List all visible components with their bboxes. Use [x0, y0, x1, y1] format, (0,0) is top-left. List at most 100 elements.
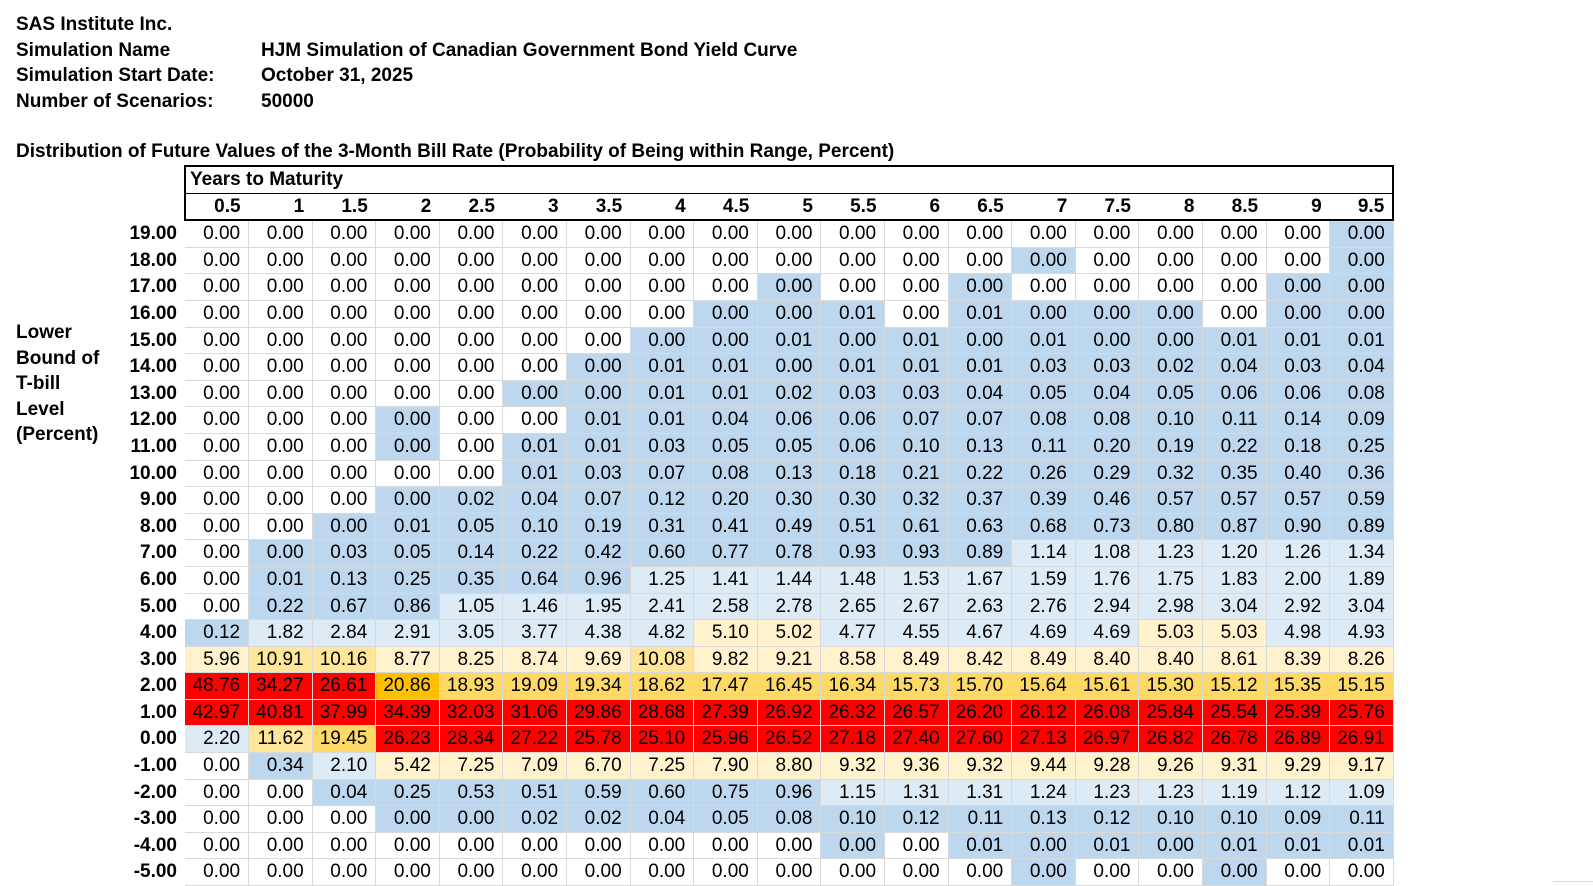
table-cell: 26.91 [1329, 725, 1394, 754]
table-cell: 0.00 [312, 406, 377, 434]
table-cell: 0.00 [248, 273, 313, 301]
table-cell: 1.41 [693, 566, 758, 594]
table-cell: 0.00 [185, 805, 250, 833]
table-cell: 0.01 [1011, 327, 1076, 355]
table-cell: 0.07 [566, 486, 631, 514]
start-date-value: October 31, 2025 [261, 65, 414, 86]
table-cell: 0.01 [884, 353, 949, 381]
table-cell: 0.00 [248, 406, 313, 434]
table-cell: 0.01 [884, 327, 949, 355]
table-cell: 32.03 [439, 699, 504, 727]
table-cell: 0.00 [248, 433, 313, 461]
scenarios-row: Number of Scenarios: 50000 [16, 89, 797, 115]
table-cell: 0.00 [312, 327, 377, 355]
table-cell: 28.34 [439, 725, 504, 754]
table-cell: 0.00 [630, 220, 695, 248]
table-cell: 0.04 [1202, 353, 1267, 381]
table-cell: 1.48 [820, 566, 886, 594]
table-cell: 0.00 [185, 486, 250, 514]
table-cell: 0.49 [757, 513, 822, 541]
table-cell: 0.31 [630, 513, 695, 541]
simulation-name-row: Simulation Name HJM Simulation of Canadia… [16, 38, 797, 64]
table-cell: 0.00 [502, 858, 568, 886]
grid-line [1553, 881, 1593, 882]
table-cell: 4.38 [566, 619, 631, 647]
table-cell: 0.03 [630, 433, 695, 461]
table-cell: 0.00 [948, 220, 1013, 248]
start-date-row: Simulation Start Date: October 31, 2025 [16, 63, 797, 89]
table-cell: 4.67 [948, 619, 1013, 647]
table-cell: 0.22 [248, 593, 313, 621]
table-cell: 0.00 [1202, 220, 1267, 248]
table-cell: 0.00 [693, 327, 758, 355]
table-cell: 0.00 [693, 247, 758, 275]
row-header: 3.00 [140, 648, 177, 670]
table-cell: 0.07 [948, 406, 1013, 434]
table-cell: 0.07 [630, 460, 695, 488]
table-cell: 0.67 [312, 593, 377, 621]
row-header: 0.00 [140, 728, 177, 750]
table-cell: 0.00 [1011, 300, 1076, 328]
table-cell: 8.39 [1266, 646, 1331, 674]
table-cell: 0.00 [185, 380, 250, 408]
table-cell: 0.05 [693, 433, 758, 461]
table-cell: 1.23 [1138, 539, 1203, 567]
table-row: 1.00 42.97 40.81 37.99 34.39 32.03 31.06 29.86 2… [112, 699, 1394, 727]
table-cell: 0.00 [566, 220, 631, 248]
column-header: 7 [1011, 193, 1076, 222]
table-cell: 0.13 [312, 566, 377, 594]
table-cell: 0.00 [375, 353, 440, 381]
table-cell: 0.11 [1011, 433, 1076, 461]
column-header: 5 [757, 193, 821, 222]
table-row: 5.00 0.00 0.22 0.67 0.86 1.05 1.46 1.95 2.41 2.58… [112, 593, 1394, 621]
table-cell: 0.22 [1202, 433, 1267, 461]
table-cell: 10.16 [312, 646, 377, 674]
row-header: 4.00 [140, 622, 177, 644]
table-cell: 0.25 [375, 779, 440, 807]
table-cell: 0.04 [948, 380, 1013, 408]
table-cell: 0.01 [948, 832, 1013, 860]
table-cell: 0.06 [820, 406, 886, 434]
table-cell: 0.86 [375, 593, 440, 621]
table-cell: 0.21 [884, 460, 949, 488]
table-cell: 1.34 [1329, 539, 1394, 567]
table-cell: 26.08 [1075, 699, 1140, 727]
table-cell: 25.96 [693, 725, 758, 754]
table-cell: 9.36 [884, 752, 949, 780]
table-cell: 19.34 [566, 672, 631, 700]
table-cell: 0.89 [948, 539, 1013, 567]
table-cell: 0.00 [375, 433, 440, 461]
table-cell: 0.11 [1329, 805, 1394, 833]
table-cell: 0.10 [884, 433, 949, 461]
table-cell: 0.00 [884, 858, 949, 886]
table-cell: 25.39 [1266, 699, 1331, 727]
table-cell: 0.14 [1266, 406, 1331, 434]
row-header: -4.00 [133, 834, 177, 856]
table-cell: 26.57 [884, 699, 949, 727]
table-cell: 0.90 [1266, 513, 1331, 541]
table-cell: 25.76 [1329, 699, 1394, 727]
table-cell: 0.10 [1138, 805, 1203, 833]
table-cell: 34.39 [375, 699, 440, 727]
table-cell: 0.00 [312, 273, 377, 301]
column-header: 8 [1138, 193, 1203, 222]
table-cell: 0.29 [1075, 460, 1140, 488]
table-cell: 11.62 [248, 725, 313, 754]
table-cell: 0.01 [820, 300, 886, 328]
table-cell: 0.04 [502, 486, 568, 514]
table-cell: 2.98 [1138, 593, 1203, 621]
table-cell: 0.00 [1011, 273, 1076, 301]
table-cell: 8.77 [375, 646, 440, 674]
table-cell: 25.10 [630, 725, 695, 754]
table-row: 14.00 0.00 0.00 0.00 0.00 0.00 0.00 0.00 0.01 0.0… [112, 353, 1394, 381]
table-cell: 0.00 [248, 486, 313, 514]
table-cell: 0.03 [884, 380, 949, 408]
table-cell: 0.00 [439, 220, 504, 248]
table-cell: 0.01 [1202, 327, 1267, 355]
table-cell: 0.01 [630, 353, 695, 381]
table-cell: 0.12 [884, 805, 949, 833]
table-cell: 8.40 [1075, 646, 1140, 674]
table-cell: 1.31 [948, 779, 1013, 807]
table-cell: 9.29 [1266, 752, 1331, 780]
table-cell: 26.92 [757, 699, 822, 727]
